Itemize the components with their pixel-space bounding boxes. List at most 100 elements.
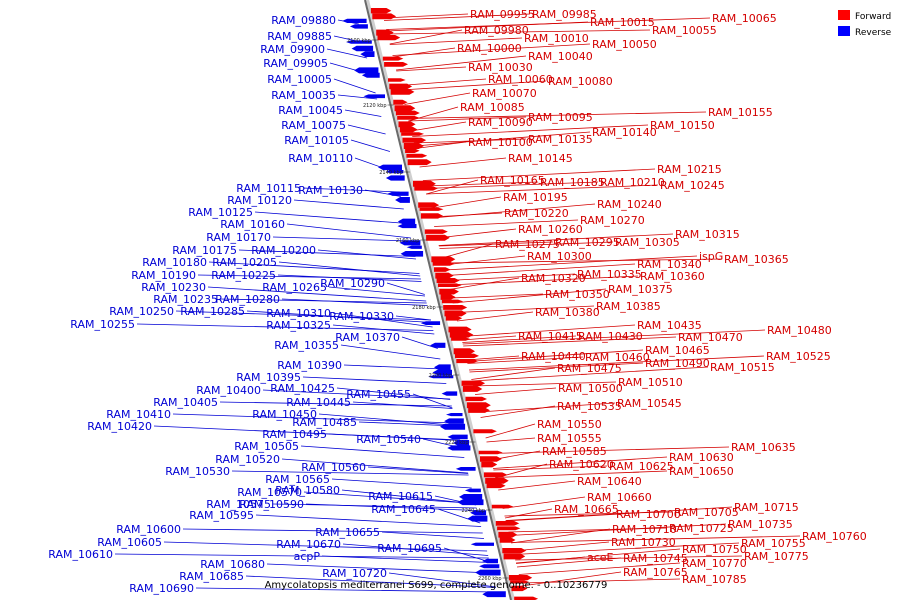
forward-gene-label[interactable]: RAM_10440: [521, 350, 586, 363]
forward-gene-label[interactable]: RAM_10415: [518, 330, 583, 343]
forward-gene-label[interactable]: RAM_10185: [540, 176, 605, 189]
reverse-gene-label[interactable]: RAM_10105: [284, 134, 349, 147]
forward-gene-label[interactable]: RAM_10210: [600, 176, 665, 189]
forward-gene-label[interactable]: RAM_10470: [678, 331, 743, 344]
forward-gene-label[interactable]: RAM_10300: [527, 250, 592, 263]
reverse-gene-label[interactable]: RAM_10390: [277, 359, 342, 372]
forward-gene-label[interactable]: RAM_10350: [545, 288, 610, 301]
forward-gene-label[interactable]: RAM_10515: [710, 361, 775, 374]
reverse-gene-label[interactable]: RAM_10285: [180, 305, 245, 318]
reverse-gene-label[interactable]: RAM_10485: [292, 416, 357, 429]
forward-gene-label[interactable]: RAM_10700: [616, 508, 681, 521]
forward-gene-label[interactable]: RAM_10150: [650, 119, 715, 132]
forward-gene-label[interactable]: RAM_10065: [712, 12, 777, 25]
reverse-gene-label[interactable]: RAM_10170: [206, 231, 271, 244]
forward-gene-label[interactable]: RAM_10140: [592, 126, 657, 139]
reverse-gene-label[interactable]: RAM_10205: [212, 256, 277, 269]
reverse-gene-label[interactable]: RAM_10355: [274, 339, 339, 352]
reverse-gene-label[interactable]: RAM_10605: [97, 536, 162, 549]
forward-gene-label[interactable]: RAM_10510: [618, 376, 683, 389]
forward-gene-label[interactable]: RAM_10490: [645, 357, 710, 370]
forward-gene-label[interactable]: RAM_10710: [612, 523, 677, 536]
reverse-gene-label[interactable]: RAM_10190: [131, 269, 196, 282]
forward-gene-label[interactable]: RAM_10550: [537, 418, 602, 431]
reverse-gene-label[interactable]: RAM_10450: [252, 408, 317, 421]
reverse-gene-label[interactable]: RAM_10290: [320, 277, 385, 290]
reverse-gene-label[interactable]: RAM_10680: [200, 558, 265, 571]
reverse-gene-label[interactable]: RAM_10695: [377, 542, 442, 555]
reverse-gene-label[interactable]: RAM_10690: [129, 582, 194, 595]
forward-gene-label[interactable]: RAM_10500: [558, 382, 623, 395]
forward-gene-label[interactable]: RAM_10660: [587, 491, 652, 504]
forward-gene-label[interactable]: RAM_10620: [549, 458, 614, 471]
forward-gene-label[interactable]: RAM_10270: [580, 214, 645, 227]
forward-gene-label[interactable]: RAM_10090: [468, 116, 533, 129]
forward-gene-label[interactable]: RAM_10775: [744, 550, 809, 563]
forward-gene-label[interactable]: RAM_10640: [577, 475, 642, 488]
forward-gene-label[interactable]: RAM_10155: [708, 106, 773, 119]
reverse-gene-label[interactable]: RAM_10225: [211, 269, 276, 282]
reverse-gene-label[interactable]: RAM_09900: [260, 43, 325, 56]
forward-gene-label[interactable]: RAM_10785: [682, 573, 747, 586]
forward-gene-label[interactable]: RAM_10385: [596, 300, 661, 313]
reverse-gene-label[interactable]: RAM_10045: [278, 104, 343, 117]
forward-gene-label[interactable]: RAM_10585: [542, 445, 607, 458]
reverse-gene-label[interactable]: RAM_10610: [48, 548, 113, 561]
reverse-gene-label[interactable]: RAM_10410: [106, 408, 171, 421]
forward-gene-label[interactable]: RAM_10060: [488, 73, 553, 86]
forward-gene-label[interactable]: RAM_09980: [464, 24, 529, 37]
reverse-gene-label[interactable]: RAM_10230: [141, 281, 206, 294]
forward-gene-label[interactable]: RAM_10240: [597, 198, 662, 211]
forward-gene-label[interactable]: RAM_10260: [518, 223, 583, 236]
forward-gene-label[interactable]: RAM_10220: [504, 207, 569, 220]
reverse-gene-label[interactable]: RAM_10265: [262, 281, 327, 294]
forward-gene-label[interactable]: RAM_10165: [480, 174, 545, 187]
forward-gene-label[interactable]: RAM_10305: [615, 236, 680, 249]
forward-gene-label[interactable]: RAM_10095: [528, 111, 593, 124]
reverse-gene-label[interactable]: RAM_10455: [346, 388, 411, 401]
forward-gene-label[interactable]: RAM_10320: [521, 272, 586, 285]
reverse-gene-label[interactable]: RAM_10250: [109, 305, 174, 318]
forward-gene-label[interactable]: RAM_10040: [528, 50, 593, 63]
forward-gene-label[interactable]: RAM_10735: [728, 518, 793, 531]
reverse-gene-label[interactable]: RAM_10580: [275, 484, 340, 497]
forward-gene-label[interactable]: RAM_10335: [577, 268, 642, 281]
reverse-gene-label[interactable]: RAM_10520: [215, 453, 280, 466]
forward-gene-label[interactable]: RAM_10135: [528, 133, 593, 146]
forward-gene-label[interactable]: RAM_10630: [669, 451, 734, 464]
reverse-gene-label[interactable]: RAM_09905: [263, 57, 328, 70]
reverse-gene-label[interactable]: RAM_10720: [322, 567, 387, 580]
forward-gene-label[interactable]: RAM_10760: [802, 530, 867, 543]
reverse-gene-label[interactable]: RAM_10565: [265, 473, 330, 486]
reverse-gene-label[interactable]: RAM_09885: [267, 30, 332, 43]
forward-gene-label[interactable]: RAM_09955: [470, 8, 535, 21]
forward-gene-label[interactable]: RAM_10000: [457, 42, 522, 55]
reverse-gene-label[interactable]: RAM_10575: [206, 498, 271, 511]
forward-gene-label[interactable]: RAM_10435: [637, 319, 702, 332]
forward-gene-label[interactable]: RAM_10430: [578, 330, 643, 343]
reverse-gene-label[interactable]: RAM_10590: [239, 498, 304, 511]
forward-gene-label[interactable]: RAM_10555: [537, 432, 602, 445]
reverse-gene-label[interactable]: RAM_10405: [153, 396, 218, 409]
reverse-gene-label[interactable]: RAM_10560: [301, 461, 366, 474]
reverse-gene-label[interactable]: RAM_10445: [286, 396, 351, 409]
forward-gene-label[interactable]: RAM_10665: [554, 503, 619, 516]
forward-gene-label[interactable]: RAM_10275: [495, 238, 560, 251]
reverse-gene-label[interactable]: RAM_10655: [315, 526, 380, 539]
reverse-gene-label[interactable]: RAM_10115: [236, 182, 301, 195]
forward-gene-label[interactable]: RAM_10465: [645, 344, 710, 357]
reverse-gene-label[interactable]: RAM_10685: [179, 570, 244, 583]
forward-gene-label[interactable]: RAM_10315: [675, 228, 740, 241]
reverse-gene-label[interactable]: RAM_10370: [335, 331, 400, 344]
reverse-gene-label[interactable]: RAM_09880: [271, 14, 336, 27]
reverse-gene-label[interactable]: RAM_10130: [298, 184, 363, 197]
reverse-gene-label[interactable]: RAM_10125: [188, 206, 253, 219]
forward-gene-label[interactable]: RAM_10055: [652, 24, 717, 37]
forward-gene-label[interactable]: RAM_10525: [766, 350, 831, 363]
reverse-gene-label[interactable]: RAM_10160: [220, 218, 285, 231]
reverse-gene-label[interactable]: RAM_10540: [356, 433, 421, 446]
forward-gene-label[interactable]: RAM_10050: [592, 38, 657, 51]
forward-gene-label[interactable]: RAM_10245: [660, 179, 725, 192]
forward-gene-label[interactable]: RAM_10480: [767, 324, 832, 337]
forward-gene-label[interactable]: RAM_10380: [535, 306, 600, 319]
